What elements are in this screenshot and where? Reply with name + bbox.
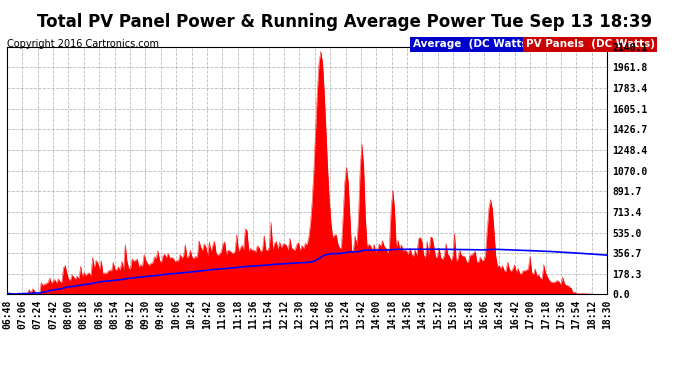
Text: PV Panels  (DC Watts): PV Panels (DC Watts) (526, 39, 655, 50)
Text: Total PV Panel Power & Running Average Power Tue Sep 13 18:39: Total PV Panel Power & Running Average P… (37, 13, 653, 31)
Text: Average  (DC Watts): Average (DC Watts) (413, 39, 532, 50)
Text: Copyright 2016 Cartronics.com: Copyright 2016 Cartronics.com (7, 39, 159, 50)
